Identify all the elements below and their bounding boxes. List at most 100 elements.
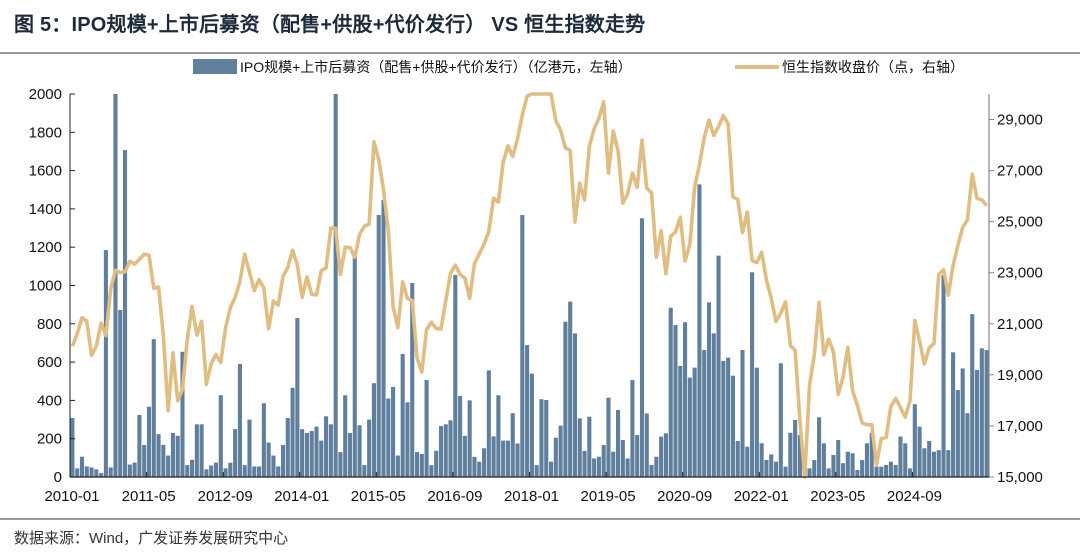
bar-2023-06 [840, 463, 846, 477]
x-tick-label: 2012-09 [198, 488, 253, 505]
bar-2013-09 [280, 445, 286, 477]
bar-2017-06 [496, 395, 501, 477]
bar-2012-02 [190, 459, 195, 477]
bar-2020-09 [683, 322, 688, 477]
bar-2011-04 [142, 445, 147, 477]
bar-2015-03 [367, 419, 372, 477]
bar-2022-02 [764, 459, 769, 477]
bar-2018-10 [572, 333, 578, 478]
bar-2012-10 [228, 462, 233, 477]
bar-2022-11 [807, 468, 812, 477]
bar-2019-03 [596, 456, 601, 477]
bar-2020-08 [678, 365, 683, 477]
bar-2021-03 [711, 333, 716, 478]
bar-2010-02 [75, 468, 80, 477]
bar-2015-07 [386, 398, 391, 477]
x-tick-label: 2014-01 [274, 488, 329, 505]
bar-2020-04 [659, 436, 664, 477]
bar-2025-09 [970, 314, 975, 477]
bar-2018-11 [577, 418, 582, 477]
bar-2024-04 [888, 461, 893, 477]
x-tick-label: 2016-09 [427, 488, 482, 505]
bar-2019-09 [625, 458, 630, 477]
bar-2016-03 [424, 379, 429, 477]
bar-2013-06 [266, 442, 271, 477]
bar-2024-05 [893, 464, 898, 477]
left-tick-label: 0 [54, 469, 62, 486]
bar-2024-01 [874, 466, 879, 477]
bar-2020-06 [668, 307, 673, 477]
bar-2015-02 [362, 465, 367, 477]
bar-2023-12 [869, 432, 874, 477]
bar-2016-02 [419, 454, 424, 477]
bar-2012-12 [237, 364, 242, 477]
bar-2025-03 [941, 274, 946, 477]
bar-2022-12 [812, 459, 817, 477]
bar-2025-08 [965, 413, 970, 477]
legend-label-bar: IPO规模+上市后募资（配售+供股+代价发行）（亿港元，左轴） [240, 59, 632, 75]
bottom-divider [0, 518, 1080, 520]
bar-2017-12 [525, 345, 530, 477]
bar-2010-07 [99, 473, 104, 477]
bar-2018-03 [539, 399, 544, 477]
bar-2025-05 [951, 352, 956, 477]
bar-2017-01 [472, 456, 477, 477]
bar-2015-05 [376, 215, 381, 477]
bar-2018-12 [582, 450, 587, 477]
source-note: 数据来源：Wind，广发证券发展研究中心 [14, 530, 289, 547]
line-series [70, 92, 988, 479]
x-tick-label: 2023-05 [810, 488, 865, 505]
bar-2020-10 [687, 377, 692, 477]
bar-2021-06 [726, 357, 731, 477]
right-tick-label: 29,000 [997, 112, 1043, 129]
bar-2019-05 [606, 397, 611, 477]
bar-2023-10 [860, 459, 865, 477]
bar-2021-07 [730, 375, 735, 477]
bar-2014-09 [338, 452, 343, 477]
bar-2019-06 [611, 451, 616, 477]
bar-2011-05 [146, 406, 152, 477]
bar-2013-04 [257, 466, 262, 477]
bar-2025-06 [955, 390, 960, 477]
bar-2011-11 [175, 435, 180, 477]
top-divider [0, 52, 1080, 54]
right-tick-label: 23,000 [997, 265, 1043, 282]
left-tick-label: 1000 [29, 278, 62, 295]
bar-2024-09 [912, 404, 917, 477]
bar-2012-04 [199, 424, 204, 477]
bar-2023-02 [821, 443, 826, 477]
left-tick-label: 1400 [29, 201, 62, 218]
bar-2024-10 [917, 426, 922, 477]
bar-2021-01 [702, 350, 707, 477]
bar-2010-12 [123, 150, 128, 478]
bar-2019-08 [620, 440, 625, 477]
bar-2010-11 [118, 310, 123, 477]
bar-2012-08 [218, 395, 223, 477]
bar-2024-06 [898, 436, 903, 477]
bar-2015-01 [357, 425, 362, 477]
bar-2017-07 [501, 440, 506, 477]
bar-2025-07 [960, 368, 965, 477]
bar-2021-04 [716, 255, 721, 477]
chart-title: 图 5：IPO规模+上市后募资（配售+供股+代价发行） VS 恒生指数走势 [14, 14, 646, 36]
bar-2017-05 [491, 436, 496, 477]
bar-2016-10 [458, 396, 463, 477]
bar-2015-08 [391, 387, 396, 477]
bar-2023-11 [864, 443, 869, 477]
bar-2015-11 [405, 402, 410, 477]
bar-2010-06 [94, 469, 99, 477]
bar-2017-09 [510, 413, 515, 477]
bar-series [70, 94, 989, 478]
bar-2018-05 [549, 461, 554, 477]
bar-2017-08 [505, 440, 511, 477]
bar-2019-11 [635, 435, 640, 477]
bar-2011-12 [180, 351, 185, 477]
bar-2017-04 [486, 370, 491, 477]
bar-2015-06 [381, 200, 386, 477]
bar-2023-08 [850, 453, 855, 477]
x-tick-label: 2022-01 [734, 488, 789, 505]
bar-2016-06 [438, 426, 443, 477]
bar-2020-07 [673, 324, 678, 477]
bar-2014-12 [352, 256, 357, 477]
bar-2016-11 [462, 435, 467, 477]
